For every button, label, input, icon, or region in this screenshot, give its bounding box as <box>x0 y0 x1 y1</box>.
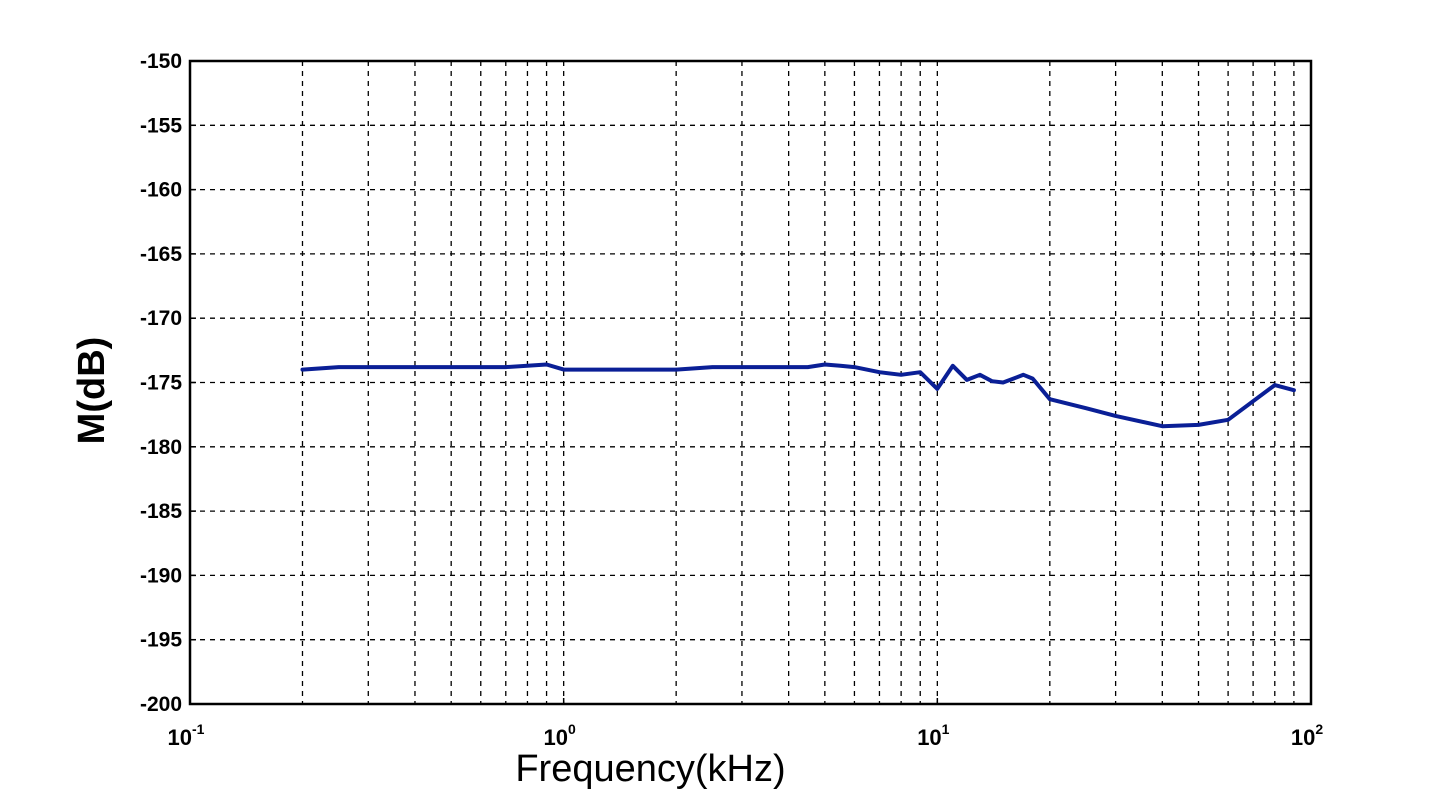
series-line <box>300 362 1296 429</box>
y-tick-label: -200 <box>140 693 182 716</box>
x-tick-label: 10-1 <box>168 721 205 750</box>
series-layer <box>300 362 1296 429</box>
y-tick-label: -160 <box>140 179 182 202</box>
y-tick-label: -180 <box>140 436 182 459</box>
tick-labels: -150 -155 -160 -165 -170 -175 -180 -185 -190 -195… <box>140 50 1323 750</box>
y-tick-label: -195 <box>140 629 182 652</box>
y-axis-title: M(dB) <box>71 337 113 445</box>
y-tick-label: -185 <box>140 500 182 523</box>
grid-lines <box>190 61 1311 704</box>
x-tick-exponent: 0 <box>568 721 576 737</box>
x-tick-exponent: 1 <box>942 721 950 737</box>
y-tick-label: -170 <box>140 307 182 330</box>
y-tick-label: -155 <box>140 114 182 137</box>
x-tick-exponent: 2 <box>1315 721 1323 737</box>
x-tick-label: 101 <box>917 721 949 750</box>
y-tick-label: -150 <box>140 50 182 73</box>
y-tick-label: -175 <box>140 372 182 395</box>
x-tick-exponent: -1 <box>192 721 205 737</box>
y-tick-label: -190 <box>140 564 182 587</box>
x-tick-label: 102 <box>1291 721 1323 750</box>
x-tick-label: 100 <box>544 721 576 750</box>
y-tick-label: -165 <box>140 243 182 266</box>
x-axis-title: Frequency(kHz) <box>515 748 785 790</box>
